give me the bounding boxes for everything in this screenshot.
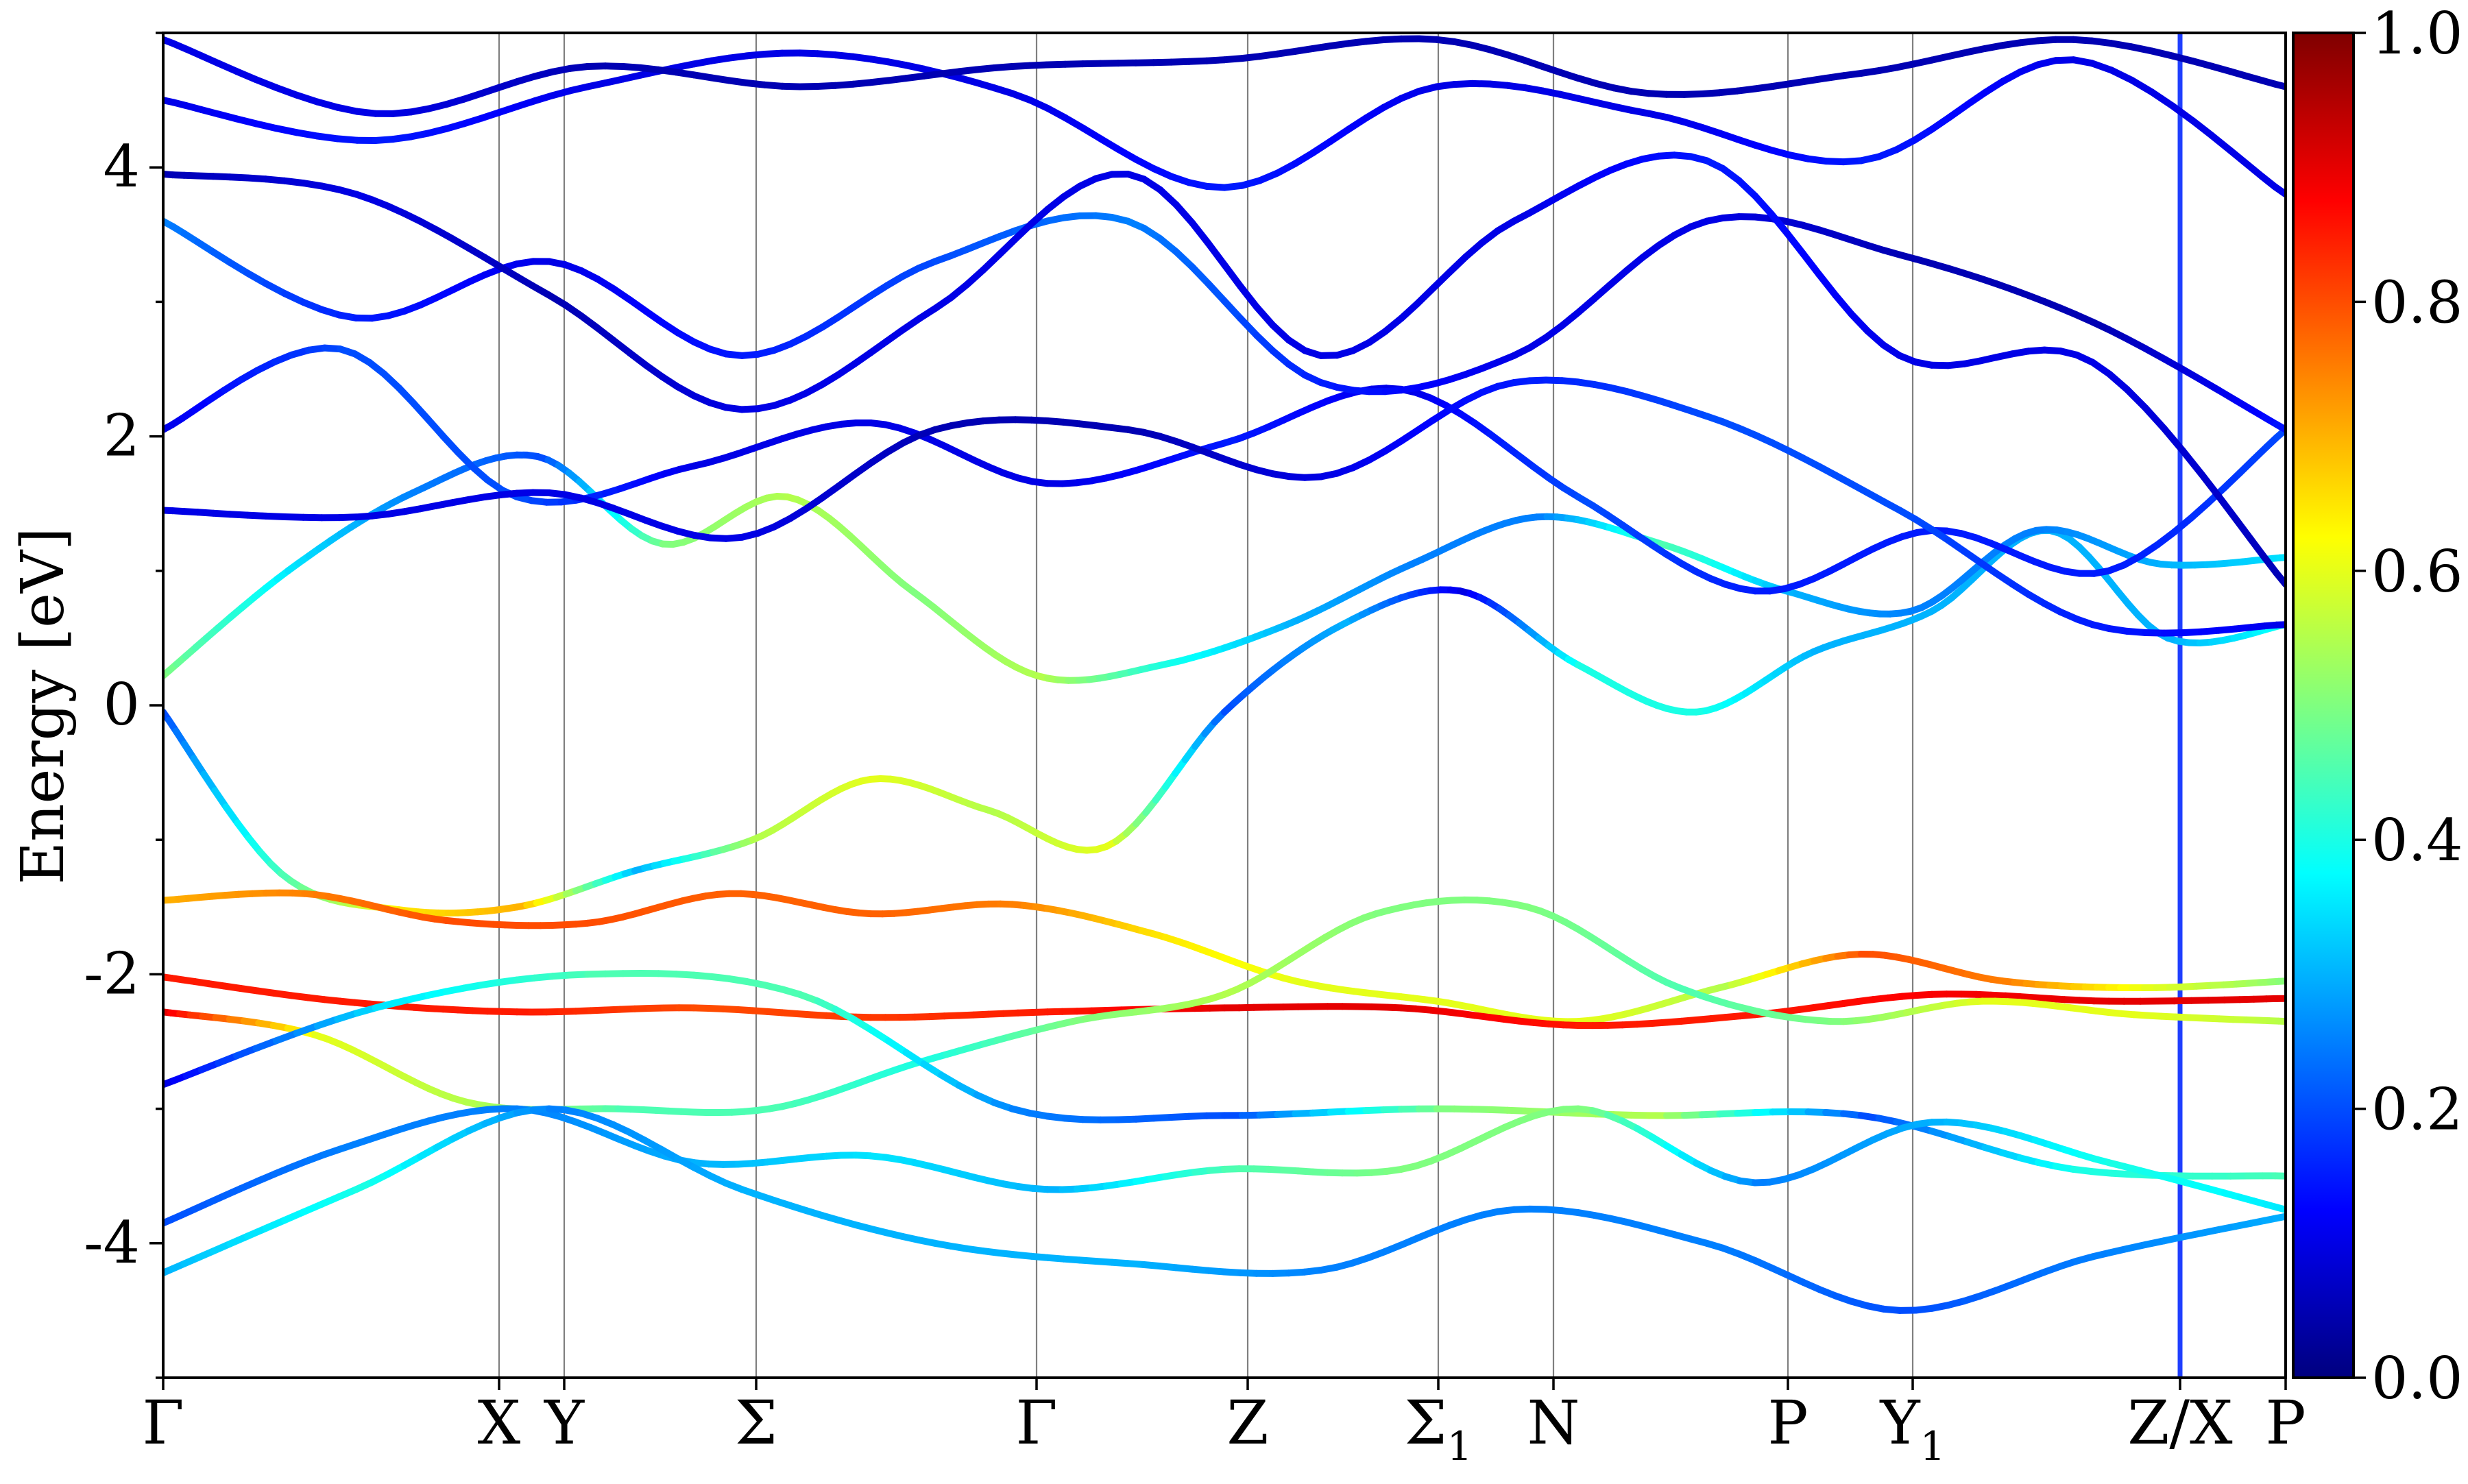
colorbar-tick-label: 1.0 [2371,0,2463,67]
plot-frame [163,33,2286,1378]
band-segment [1224,301,1241,318]
band-segment [2152,93,2173,106]
band-segment [1209,284,1225,301]
band-11 [163,216,2286,430]
k-point-label: Γ [142,1387,184,1458]
colorbar-tick-label: 0.6 [2371,538,2463,605]
band-segment [1176,205,1193,223]
band-segment [1241,319,1257,336]
k-point-subscript: 1 [1920,1423,1946,1470]
colorbar-tick-label: 0.8 [2371,269,2463,336]
y-tick-label: 4 [104,133,140,200]
band-segment [2236,519,2251,539]
k-point-label: Σ1 [1404,1387,1472,1470]
band-segment [2127,389,2146,408]
band-segment [1257,307,1273,326]
band-segment [1803,254,1819,275]
band-segment [2173,106,2192,121]
k-point-subscript: 1 [1447,1423,1473,1470]
k-point-label: P [1767,1387,1808,1458]
colorbar-tick-label: 0.4 [2371,807,2463,874]
band-segment [2131,80,2152,93]
y-tick-label: 0 [104,671,140,738]
band-segment [2275,187,2286,195]
band-segment [2276,573,2286,585]
y-axis-label: Energy [eV] [9,527,77,884]
band-segment [2193,121,2212,136]
k-point-label: N [1527,1387,1580,1458]
k-point-label: Γ [1015,1387,1057,1458]
band-segment [1192,223,1208,243]
band-segment [2251,539,2264,558]
y-tick-label: -2 [84,940,140,1007]
band-segment [2212,136,2231,151]
k-point-label: Z/X [2127,1387,2233,1458]
band-segment [1224,265,1241,287]
colorbar-tick-label: 0.0 [2371,1345,2463,1412]
band-10 [163,380,2286,633]
y-tick-label: -4 [84,1209,140,1276]
band-segment [1819,275,1836,295]
band-segment [2276,1217,2286,1219]
band-segment [2201,474,2219,496]
band-segment [1192,267,1208,284]
band-1 [163,531,2286,913]
band-segment [2276,424,2286,430]
colorbar-tick-label: 0.2 [2371,1076,2463,1143]
y-tick-label: 2 [104,402,140,470]
band-13 [163,53,2286,194]
band-segment [2146,408,2164,428]
k-point-label: Σ [735,1387,777,1458]
colorbar-gradient [2293,33,2354,1378]
band-12 [163,155,2286,584]
band-segment [1209,243,1225,265]
band-segment [2183,451,2201,474]
k-point-label: P [2265,1387,2306,1458]
band-2 [163,455,2286,681]
k-point-label: Y1 [1880,1387,1946,1470]
band-segment [1755,196,1771,214]
band-segment [2276,624,2286,625]
band-segment [2109,374,2127,390]
k-point-label: Y [544,1387,585,1458]
k-point-label: X [478,1387,521,1458]
band-segment [1241,287,1257,307]
band-segment [1852,314,1868,331]
band-lines [163,39,2286,1311]
colorbar: 0.0 0.2 0.4 0.6 0.8 1.0 [2293,0,2463,1412]
band-segment [1835,295,1851,315]
band-segment [2219,497,2236,519]
band-segment [2275,84,2286,87]
k-point-label: Z [1226,1387,1268,1458]
band-segment [1787,233,1804,254]
